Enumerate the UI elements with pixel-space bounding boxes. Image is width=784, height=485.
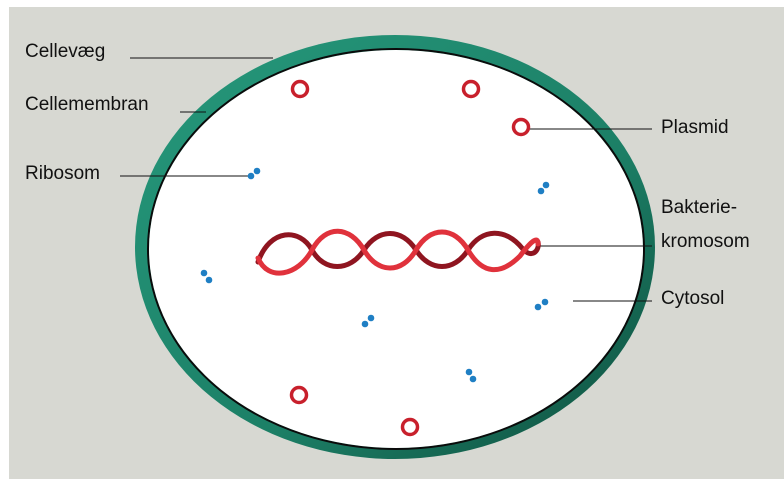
ribosome [537,181,550,195]
ribosome [247,167,261,180]
plasmid [511,117,531,137]
plasmid [461,79,481,99]
label-cellevaeg: Cellevæg [25,41,106,62]
ribosome [200,269,213,284]
cell-membrane [147,48,645,450]
plasmid [290,79,310,99]
plasmid [400,417,420,437]
bacterial-chromosome [255,228,541,276]
label-plasmid: Plasmid [661,117,729,138]
label-cytosol: Cytosol [661,288,725,309]
plasmids [289,79,531,437]
cytosol-area [149,50,643,448]
ribosome [361,314,375,328]
label-bakteriekromosom-line1: Bakterie- [661,197,738,218]
plasmid [289,385,309,405]
ribosomes [200,167,550,383]
leader-lines [120,57,652,302]
chromosome-strand-front [255,228,541,276]
label-ribosom: Ribosom [25,163,100,184]
label-cellemembran: Cellemembran [25,94,149,115]
ribosome [534,298,549,311]
ribosome [465,368,477,383]
label-bakteriekromosom-line2: kromosom [661,231,750,252]
